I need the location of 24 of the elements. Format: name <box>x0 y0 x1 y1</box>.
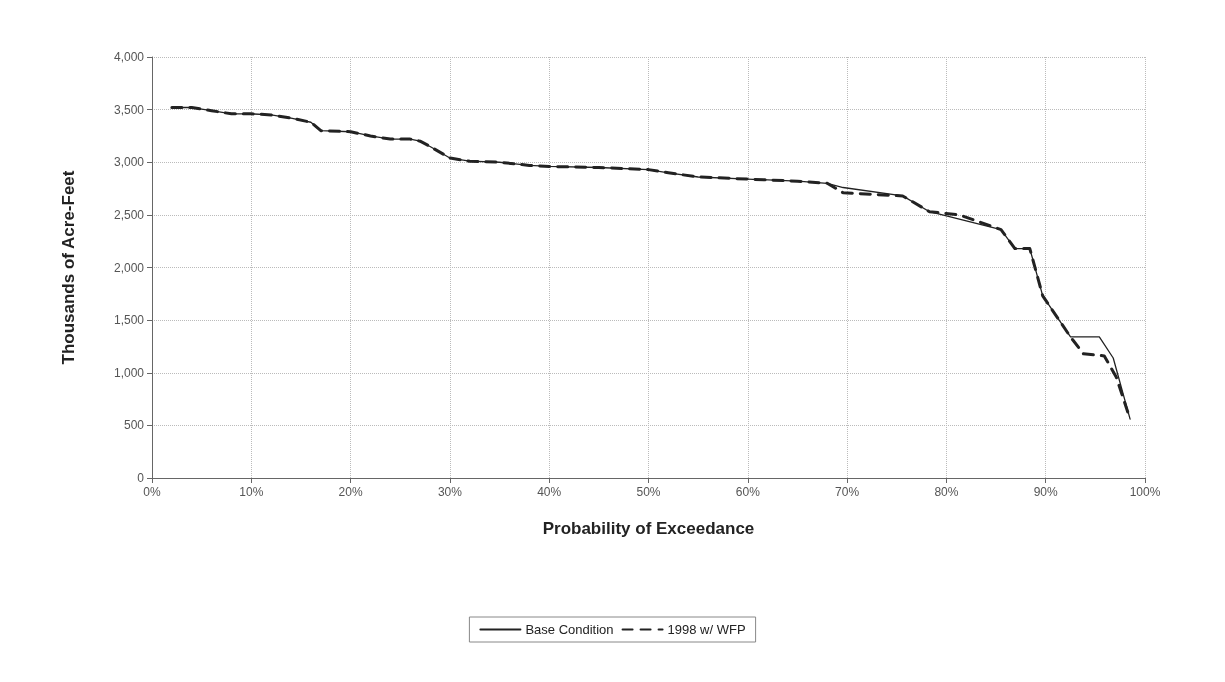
x-tick-label: 0% <box>143 485 161 499</box>
legend-label: 1998 w/ WFP <box>667 622 746 637</box>
x-tick-label: 10% <box>239 485 264 499</box>
y-tick-label: 2,500 <box>113 207 145 222</box>
y-tick-label: 500 <box>123 418 145 433</box>
y-axis-title: Thousands of Acre-Feet <box>59 170 78 365</box>
x-tick-label: 100% <box>1129 485 1161 499</box>
legend-label: Base Condition <box>525 622 614 637</box>
y-tick-label: 0 <box>137 471 145 485</box>
y-tick-label: 4,000 <box>113 50 145 64</box>
x-tick-label: 30% <box>437 485 463 499</box>
x-tick-label: 80% <box>934 485 959 499</box>
y-tick-label: 1,000 <box>113 365 145 380</box>
y-tick-label: 2,000 <box>113 260 145 275</box>
y-tick-label: 1,500 <box>113 313 145 328</box>
x-tick-label: 20% <box>338 485 363 499</box>
y-tick-label: 3,000 <box>113 155 145 170</box>
x-axis-title: Probability of Exceedance <box>542 519 755 538</box>
x-tick-label: 40% <box>537 485 562 499</box>
x-tick-label: 50% <box>636 485 661 499</box>
x-tick-label: 60% <box>735 485 761 499</box>
x-tick-label: 70% <box>835 485 860 499</box>
x-tick-label: 90% <box>1033 485 1059 499</box>
y-tick-label: 3,500 <box>113 102 145 117</box>
